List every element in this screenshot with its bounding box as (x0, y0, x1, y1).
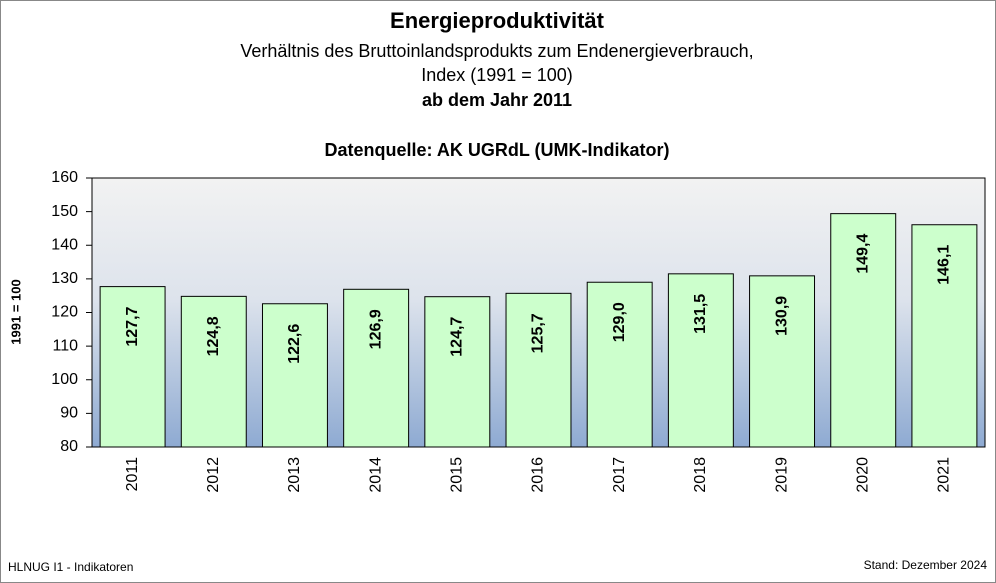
y-tick-label: 80 (60, 438, 78, 455)
bar (586, 281, 653, 448)
footer-left: HLNUG I1 - Indikatoren (8, 560, 133, 574)
data-label: 130,9 (773, 296, 790, 336)
x-tick-label: 2017 (611, 457, 628, 493)
bar (667, 273, 734, 448)
bar (99, 286, 166, 448)
x-tick-label: 2012 (205, 457, 222, 493)
bar (505, 292, 572, 448)
data-label: 131,5 (692, 294, 709, 334)
y-tick-label: 130 (51, 270, 78, 287)
data-label: 129,0 (611, 302, 628, 342)
data-label: 125,7 (530, 313, 547, 353)
chart-title: Energieproduktivität (390, 8, 605, 33)
bar (261, 303, 328, 448)
y-tick-label: 150 (51, 203, 78, 220)
subtitle: Index (1991 = 100) (421, 65, 573, 85)
x-tick-label: 2019 (773, 457, 790, 493)
y-tick-label: 100 (51, 371, 78, 388)
y-tick-label: 160 (51, 169, 78, 186)
x-tick-label: 2016 (530, 457, 547, 493)
subtitle: Verhältnis des Bruttoinlandsprodukts zum… (240, 41, 753, 61)
x-tick-label: 2018 (692, 457, 709, 493)
bar (343, 288, 410, 448)
x-tick-label: 2014 (367, 457, 384, 493)
bar (830, 213, 897, 448)
bar (749, 275, 816, 448)
source: Datenquelle: AK UGRdL (UMK-Indikator) (325, 140, 670, 160)
y-tick-label: 90 (60, 405, 78, 422)
data-label: 126,9 (367, 309, 384, 349)
data-label: 127,7 (124, 306, 141, 346)
footer-right: Stand: Dezember 2024 (864, 558, 988, 572)
bar (424, 296, 491, 448)
x-tick-label: 2020 (854, 457, 871, 493)
x-tick-label: 2015 (449, 457, 466, 493)
bar (180, 295, 247, 448)
data-label: 122,6 (286, 324, 303, 364)
bar (911, 224, 978, 448)
y-tick-label: 110 (52, 337, 78, 354)
data-label: 124,7 (449, 317, 466, 357)
y-tick-label: 140 (51, 236, 78, 253)
data-label: 124,8 (205, 316, 222, 356)
data-label: 149,4 (854, 234, 871, 274)
y-tick-label: 120 (51, 304, 78, 321)
data-label: 146,1 (936, 245, 953, 285)
x-tick-label: 2021 (936, 457, 953, 493)
x-tick-label: 2011 (124, 457, 141, 492)
y-axis-label: 1991 = 100 (8, 279, 23, 344)
x-tick-label: 2013 (286, 457, 303, 493)
subtitle: ab dem Jahr 2011 (422, 90, 572, 110)
